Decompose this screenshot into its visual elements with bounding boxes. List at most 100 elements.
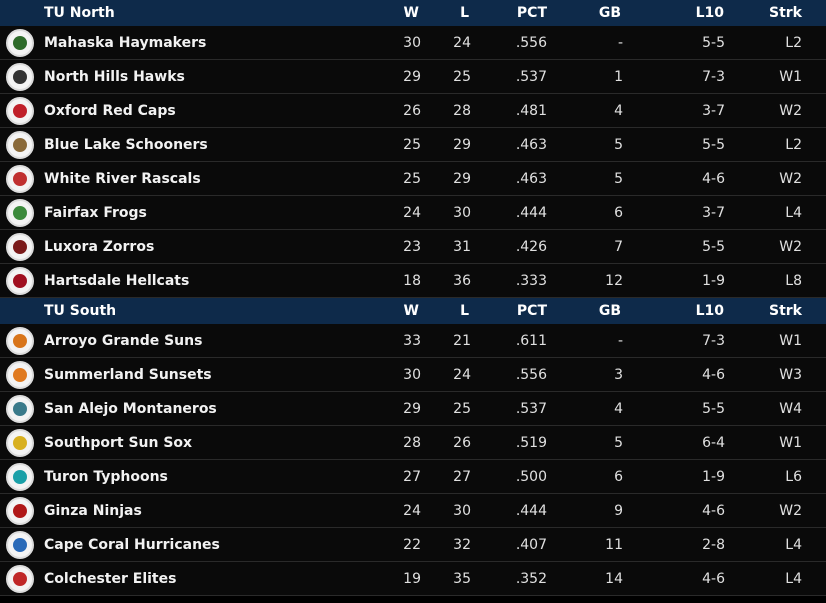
team-row[interactable]: Hartsdale Hellcats 18 36 .333 12 1-9 L8 bbox=[0, 264, 826, 298]
column-header-l10[interactable]: L10 bbox=[695, 302, 724, 319]
column-header-l10[interactable]: L10 bbox=[695, 4, 724, 21]
column-header-strk[interactable]: Strk bbox=[769, 4, 802, 21]
losses: 24 bbox=[453, 366, 471, 383]
last-ten: 7-3 bbox=[702, 68, 725, 85]
zorros-logo-icon[interactable] bbox=[6, 233, 34, 261]
typhoons-logo-icon[interactable] bbox=[6, 463, 34, 491]
losses: 31 bbox=[453, 238, 471, 255]
column-header-gb[interactable]: GB bbox=[598, 302, 621, 319]
games-back: 14 bbox=[605, 570, 623, 587]
suns-logo-icon[interactable] bbox=[6, 327, 34, 355]
streak: W2 bbox=[779, 170, 802, 187]
wins: 25 bbox=[403, 136, 421, 153]
team-row[interactable]: Fairfax Frogs 24 30 .444 6 3-7 L4 bbox=[0, 196, 826, 230]
losses: 25 bbox=[453, 68, 471, 85]
team-name-link[interactable]: Southport Sun Sox bbox=[44, 434, 193, 451]
streak: W1 bbox=[779, 68, 802, 85]
team-row[interactable]: Luxora Zorros 23 31 .426 7 5-5 W2 bbox=[0, 230, 826, 264]
team-name-link[interactable]: Colchester Elites bbox=[44, 570, 177, 587]
column-header-w[interactable]: W bbox=[403, 4, 419, 21]
team-name-link[interactable]: Summerland Sunsets bbox=[44, 366, 212, 383]
win-pct: .407 bbox=[515, 536, 547, 553]
team-row[interactable]: North Hills Hawks 29 25 .537 1 7-3 W1 bbox=[0, 60, 826, 94]
losses: 35 bbox=[453, 570, 471, 587]
haymakers-logo-icon[interactable] bbox=[6, 29, 34, 57]
streak: L4 bbox=[785, 204, 802, 221]
streak: L2 bbox=[785, 34, 802, 51]
win-pct: .463 bbox=[515, 170, 547, 187]
team-row[interactable]: Summerland Sunsets 30 24 .556 3 4-6 W3 bbox=[0, 358, 826, 392]
team-row[interactable]: White River Rascals 25 29 .463 5 4-6 W2 bbox=[0, 162, 826, 196]
games-back: - bbox=[617, 34, 623, 51]
win-pct: .444 bbox=[515, 204, 547, 221]
win-pct: .352 bbox=[515, 570, 547, 587]
team-name-link[interactable]: Arroyo Grande Suns bbox=[44, 332, 203, 349]
team-name-link[interactable]: Cape Coral Hurricanes bbox=[44, 536, 220, 553]
rascals-logo-icon[interactable] bbox=[6, 165, 34, 193]
division-name[interactable]: TU South bbox=[44, 302, 117, 319]
team-name-link[interactable]: Mahaska Haymakers bbox=[44, 34, 207, 51]
hawks-logo-icon[interactable] bbox=[6, 63, 34, 91]
games-back: 7 bbox=[614, 238, 623, 255]
team-row[interactable]: Arroyo Grande Suns 33 21 .611 - 7-3 W1 bbox=[0, 324, 826, 358]
team-name-link[interactable]: Fairfax Frogs bbox=[44, 204, 147, 221]
wins: 26 bbox=[403, 102, 421, 119]
last-ten: 5-5 bbox=[702, 400, 725, 417]
team-name-link[interactable]: Turon Typhoons bbox=[44, 468, 168, 485]
column-header-w[interactable]: W bbox=[403, 302, 419, 319]
losses: 36 bbox=[453, 272, 471, 289]
column-header-pct[interactable]: PCT bbox=[516, 4, 547, 21]
team-row[interactable]: Mahaska Haymakers 30 24 .556 - 5-5 L2 bbox=[0, 26, 826, 60]
last-ten: 4-6 bbox=[702, 502, 725, 519]
team-row[interactable]: Southport Sun Sox 28 26 .519 5 6-4 W1 bbox=[0, 426, 826, 460]
hellcats-logo-icon[interactable] bbox=[6, 267, 34, 295]
streak: L4 bbox=[785, 536, 802, 553]
team-row[interactable]: San Alejo Montaneros 29 25 .537 4 5-5 W4 bbox=[0, 392, 826, 426]
team-name-link[interactable]: North Hills Hawks bbox=[44, 68, 185, 85]
team-name-link[interactable]: San Alejo Montaneros bbox=[44, 400, 217, 417]
schooners-logo-icon[interactable] bbox=[6, 131, 34, 159]
games-back: 5 bbox=[614, 170, 623, 187]
hurricanes-logo-icon[interactable] bbox=[6, 531, 34, 559]
team-name-link[interactable]: Blue Lake Schooners bbox=[44, 136, 208, 153]
elites-logo-icon[interactable] bbox=[6, 565, 34, 593]
streak: W1 bbox=[779, 434, 802, 451]
team-row[interactable]: Ginza Ninjas 24 30 .444 9 4-6 W2 bbox=[0, 494, 826, 528]
frogs-logo-icon[interactable] bbox=[6, 199, 34, 227]
red-caps-logo-icon[interactable] bbox=[6, 97, 34, 125]
sunsets-logo-icon[interactable] bbox=[6, 361, 34, 389]
games-back: 6 bbox=[614, 468, 623, 485]
streak: L6 bbox=[785, 468, 802, 485]
team-name-link[interactable]: Hartsdale Hellcats bbox=[44, 272, 190, 289]
column-header-l[interactable]: L bbox=[460, 4, 469, 21]
streak: W1 bbox=[779, 332, 802, 349]
games-back: 5 bbox=[614, 136, 623, 153]
team-row[interactable]: Oxford Red Caps 26 28 .481 4 3-7 W2 bbox=[0, 94, 826, 128]
streak: W2 bbox=[779, 102, 802, 119]
team-row[interactable]: Turon Typhoons 27 27 .500 6 1-9 L6 bbox=[0, 460, 826, 494]
division-name[interactable]: TU North bbox=[44, 4, 115, 21]
column-header-strk[interactable]: Strk bbox=[769, 302, 802, 319]
team-name-link[interactable]: Oxford Red Caps bbox=[44, 102, 176, 119]
montaneros-logo-icon[interactable] bbox=[6, 395, 34, 423]
wins: 23 bbox=[403, 238, 421, 255]
team-name-link[interactable]: Ginza Ninjas bbox=[44, 502, 142, 519]
team-row[interactable]: Blue Lake Schooners 25 29 .463 5 5-5 L2 bbox=[0, 128, 826, 162]
column-header-pct[interactable]: PCT bbox=[516, 302, 547, 319]
team-row[interactable]: Cape Coral Hurricanes 22 32 .407 11 2-8 … bbox=[0, 528, 826, 562]
games-back: 11 bbox=[605, 536, 623, 553]
team-row[interactable]: Colchester Elites 19 35 .352 14 4-6 L4 bbox=[0, 562, 826, 596]
win-pct: .556 bbox=[515, 366, 547, 383]
win-pct: .537 bbox=[515, 68, 547, 85]
ninjas-logo-icon[interactable] bbox=[6, 497, 34, 525]
games-back: 4 bbox=[614, 400, 623, 417]
team-name-link[interactable]: White River Rascals bbox=[44, 170, 201, 187]
division-header-north: TU North W L PCT GB L10 Strk bbox=[0, 0, 826, 26]
last-ten: 5-5 bbox=[702, 136, 725, 153]
team-name-link[interactable]: Luxora Zorros bbox=[44, 238, 155, 255]
column-header-l[interactable]: L bbox=[460, 302, 469, 319]
sun-sox-logo-icon[interactable] bbox=[6, 429, 34, 457]
losses: 25 bbox=[453, 400, 471, 417]
column-header-gb[interactable]: GB bbox=[598, 4, 621, 21]
games-back: - bbox=[617, 332, 623, 349]
